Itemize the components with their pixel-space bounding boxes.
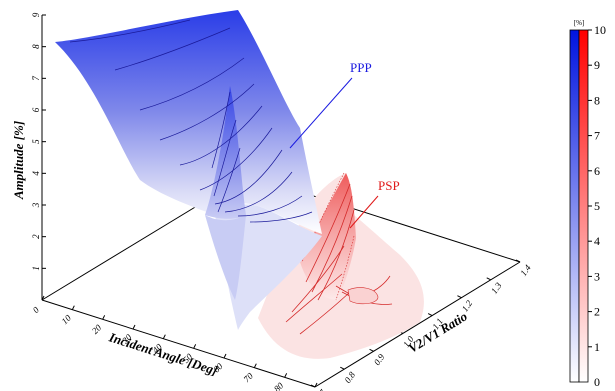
x-tick-mark — [132, 324, 136, 330]
z-ticks: 1 2 3 4 5 6 7 8 9 — [31, 12, 46, 271]
psp-annotation: PSP — [378, 178, 400, 193]
z-tick-label: 1 — [31, 266, 41, 271]
x-tick-label: 70 — [241, 370, 255, 384]
colorbar-tick-label: 3 — [594, 269, 600, 283]
x-tick-label: 80 — [272, 380, 286, 391]
z-tick-label: 6 — [31, 107, 41, 112]
y-axis-line — [314, 261, 521, 388]
y-tick-mark — [369, 348, 374, 352]
psp-leader-line — [349, 195, 379, 229]
x-tick-mark — [71, 305, 75, 310]
y-tick-label: 0.9 — [372, 352, 387, 367]
x-tick-mark — [284, 373, 288, 378]
x-axis-line — [41, 299, 316, 388]
colorbar-tick-label: 5 — [594, 199, 600, 213]
x-tick-mark — [41, 295, 45, 301]
y-tick-label: 1.4 — [518, 262, 533, 277]
x-tick-mark — [223, 353, 227, 359]
z-tick-label: 2 — [31, 234, 41, 239]
y-tick-mark — [310, 384, 316, 388]
colorbar-tick-label: 7 — [594, 129, 600, 143]
y-tick-mark — [515, 259, 521, 263]
y-tick-mark — [427, 313, 433, 317]
y-tick-mark — [340, 366, 345, 370]
x-tick-mark — [102, 315, 106, 320]
x-tick-mark — [253, 363, 257, 368]
y-tick-label: 1.3 — [489, 280, 504, 295]
x-tick-mark — [314, 382, 318, 388]
psp-surface — [258, 172, 424, 359]
ppp-annotation: PPP — [350, 60, 372, 75]
colorbar-tick-label: 8 — [594, 93, 600, 107]
ppp-leader-line — [289, 77, 353, 149]
colorbar-tick-label: 6 — [594, 164, 600, 178]
colorbar-tick-label: 10 — [594, 23, 606, 37]
y-tick-mark — [486, 277, 491, 281]
z-axis-label: Amplitude [%] — [11, 121, 26, 200]
colorbar-min-label: 0 — [594, 375, 600, 389]
x-tick-label: 10 — [59, 312, 73, 326]
x-tick-mark — [162, 334, 166, 339]
x-axis-label: Incident Angle [Deg] — [106, 329, 219, 378]
z-tick-label: 9 — [31, 12, 41, 17]
z-tick-label: 5 — [31, 139, 41, 144]
colorbar-unit: [%] — [574, 19, 585, 27]
colorbar-ticks: 1 2 3 4 5 6 7 8 9 10 0 — [588, 23, 606, 389]
x-tick-label: 20 — [90, 322, 104, 336]
y-tick-label: 0.7 — [313, 387, 328, 391]
colorbar: [%] 1 2 3 4 5 6 7 8 9 10 0 — [569, 19, 606, 389]
annotations: PPP PSP — [289, 60, 400, 229]
x-tick-mark — [193, 344, 197, 349]
colorbar-ppp-gradient — [569, 29, 580, 383]
y-tick-label: 0.8 — [343, 370, 358, 385]
colorbar-tick-label: 2 — [594, 305, 600, 319]
z-tick-label: 3 — [31, 202, 41, 208]
z-tick-label: 8 — [31, 44, 41, 49]
colorbar-tick-label: 9 — [594, 58, 600, 72]
colorbar-tick-label: 4 — [594, 234, 600, 248]
colorbar-psp-gradient — [578, 29, 589, 383]
z-tick-label: 7 — [31, 76, 41, 81]
y-tick-mark — [457, 295, 462, 299]
colorbar-tick-label: 1 — [594, 340, 600, 354]
x-tick-label: 0 — [31, 304, 42, 315]
ppp-surface — [55, 10, 322, 330]
z-tick-label: 4 — [31, 171, 41, 176]
